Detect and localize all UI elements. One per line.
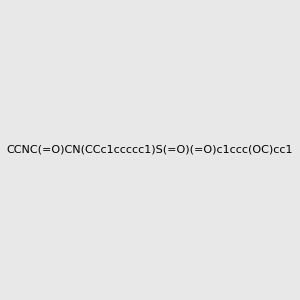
Text: CCNC(=O)CN(CCc1ccccc1)S(=O)(=O)c1ccc(OC)cc1: CCNC(=O)CN(CCc1ccccc1)S(=O)(=O)c1ccc(OC)…	[7, 145, 293, 155]
